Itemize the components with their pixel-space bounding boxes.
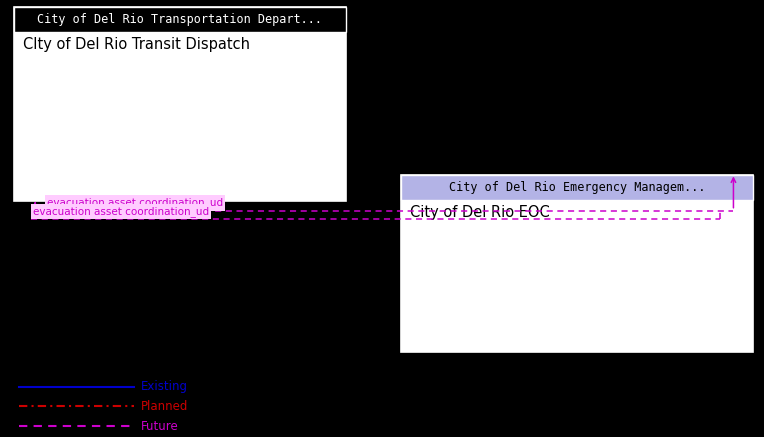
Text: CIty of Del Rio Transit Dispatch: CIty of Del Rio Transit Dispatch: [23, 37, 250, 52]
Bar: [14, 7, 346, 201]
Bar: [14, 7, 346, 32]
Bar: [401, 175, 753, 352]
Text: City of Del Rio Transportation Depart...: City of Del Rio Transportation Depart...: [37, 13, 322, 26]
Text: evacuation asset coordination_ud: evacuation asset coordination_ud: [47, 198, 223, 208]
Text: Existing: Existing: [141, 380, 189, 393]
Bar: [401, 200, 753, 352]
Text: City of Del Rio EOC: City of Del Rio EOC: [410, 205, 550, 220]
Text: evacuation asset coordination_ud: evacuation asset coordination_ud: [33, 206, 209, 217]
Text: City of Del Rio Emergency Managem...: City of Del Rio Emergency Managem...: [448, 181, 705, 194]
Text: Future: Future: [141, 420, 179, 433]
Text: Planned: Planned: [141, 400, 189, 413]
Bar: [14, 32, 346, 201]
Bar: [401, 175, 753, 200]
